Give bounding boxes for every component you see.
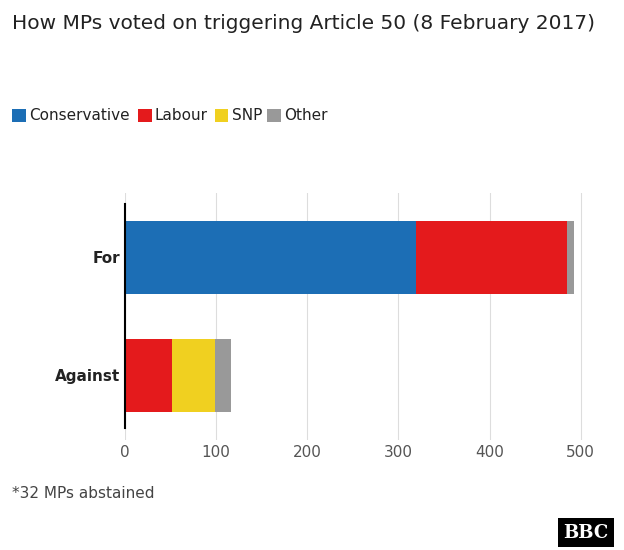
Text: Labour: Labour (155, 108, 208, 123)
Text: Other: Other (284, 108, 328, 123)
Bar (125, 339, 172, 412)
Text: SNP: SNP (232, 108, 262, 123)
Bar (125, 221, 416, 294)
Text: How MPs voted on triggering Article 50 (8 February 2017): How MPs voted on triggering Article 50 (… (12, 14, 595, 33)
Text: Conservative: Conservative (29, 108, 130, 123)
Text: *32 MPs abstained: *32 MPs abstained (12, 486, 155, 500)
Text: BBC: BBC (563, 524, 608, 542)
Bar (567, 221, 573, 294)
Bar (172, 339, 215, 412)
Bar (416, 221, 567, 294)
Bar (215, 339, 231, 412)
